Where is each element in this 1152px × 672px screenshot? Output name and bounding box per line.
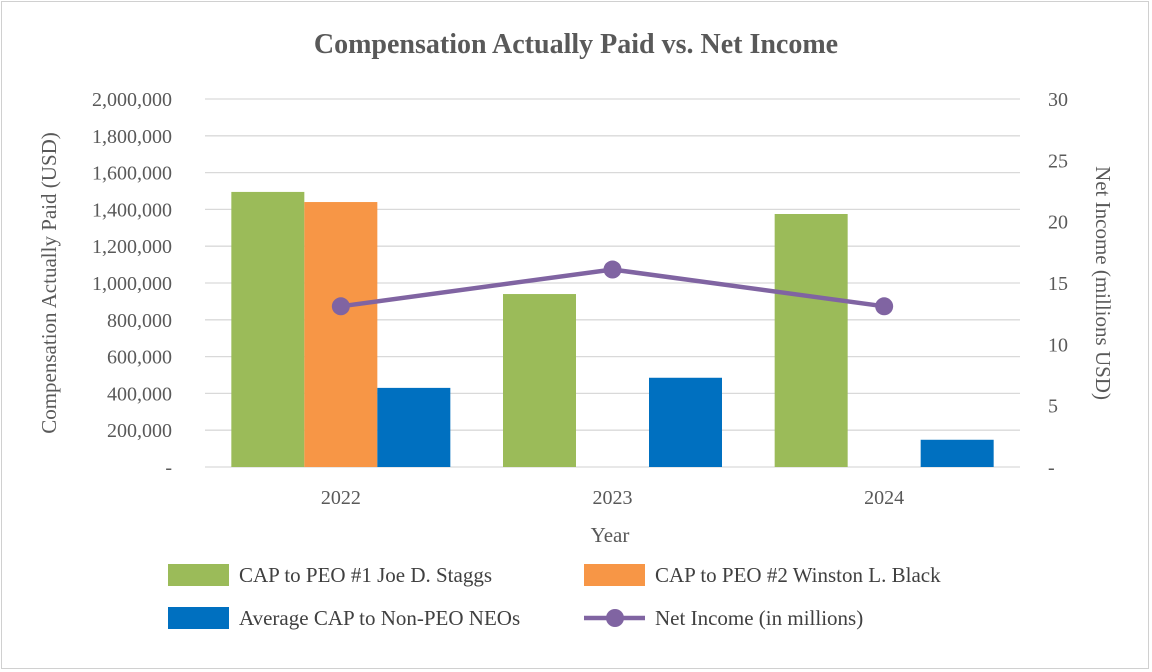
y-tick-label: 1,000,000 [92,273,172,295]
y-tick-label: 400,000 [107,383,172,405]
y-tick-label: - [165,457,172,479]
legend-swatch-1 [168,564,229,586]
bar-1-2024 [774,214,848,467]
x-tick-label: 2022 [321,487,361,509]
y-tick-label: 1,800,000 [92,126,172,148]
y2-tick-label: 5 [1048,396,1058,418]
y2-axis-ticks: - 5 10 15 20 25 30 [1048,89,1068,479]
net-income-point-2023 [603,260,622,279]
y-tick-label: 200,000 [107,420,172,442]
net-income-point-2022 [331,297,350,316]
y-tick-label: 800,000 [107,310,172,332]
x-tick-label: 2023 [593,487,633,509]
legend-label-2: CAP to PEO #2 Winston L. Black [655,563,941,587]
bar-3-2023 [649,377,722,467]
x-axis-title: Year [591,523,630,547]
legend-label-3: Average CAP to Non-PEO NEOs [239,606,520,630]
y-tick-label: 1,200,000 [92,236,172,258]
y2-tick-label: 15 [1048,273,1068,295]
y-axis-title: Compensation Actually Paid (USD) [37,132,61,434]
y-axis-ticks: - 200,000 400,000 600,000 800,000 1,000,000 1,… [92,89,172,479]
legend-label-1: CAP to PEO #1 Joe D. Staggs [239,563,492,587]
y-tick-label: 2,000,000 [92,89,172,111]
chart-title: Compensation Actually Paid vs. Net Incom… [314,29,838,60]
y-tick-label: 1,400,000 [92,199,172,221]
y-tick-label: 600,000 [107,347,172,369]
y-tick-label: 1,600,000 [92,163,172,185]
bar-3-2024 [920,439,994,467]
y2-tick-label: 30 [1048,89,1068,111]
net-income-point-2024 [875,297,894,316]
legend-marker [606,609,624,627]
legend-swatch-2 [584,564,645,586]
net-income-line [331,260,894,316]
y2-tick-label: 20 [1048,212,1068,234]
bar-1-2023 [503,294,576,467]
bar-3-2022 [377,387,451,467]
bar-1-2022 [231,191,305,468]
x-tick-label: 2024 [864,487,904,509]
bar-2-2022 [304,202,378,468]
y2-tick-label: 10 [1048,334,1068,356]
legend-label-4: Net Income (in millions) [655,606,863,630]
y2-tick-label: 25 [1048,150,1068,172]
y2-tick-label: - [1048,457,1055,479]
legend-swatch-3 [168,607,229,629]
bars [231,191,994,468]
y2-axis-title: Net Income (millions USD) [1091,166,1115,400]
x-axis-ticks: 2022 2023 2024 [321,487,904,509]
legend: CAP to PEO #1 Joe D. Staggs CAP to PEO #2… [168,563,941,630]
